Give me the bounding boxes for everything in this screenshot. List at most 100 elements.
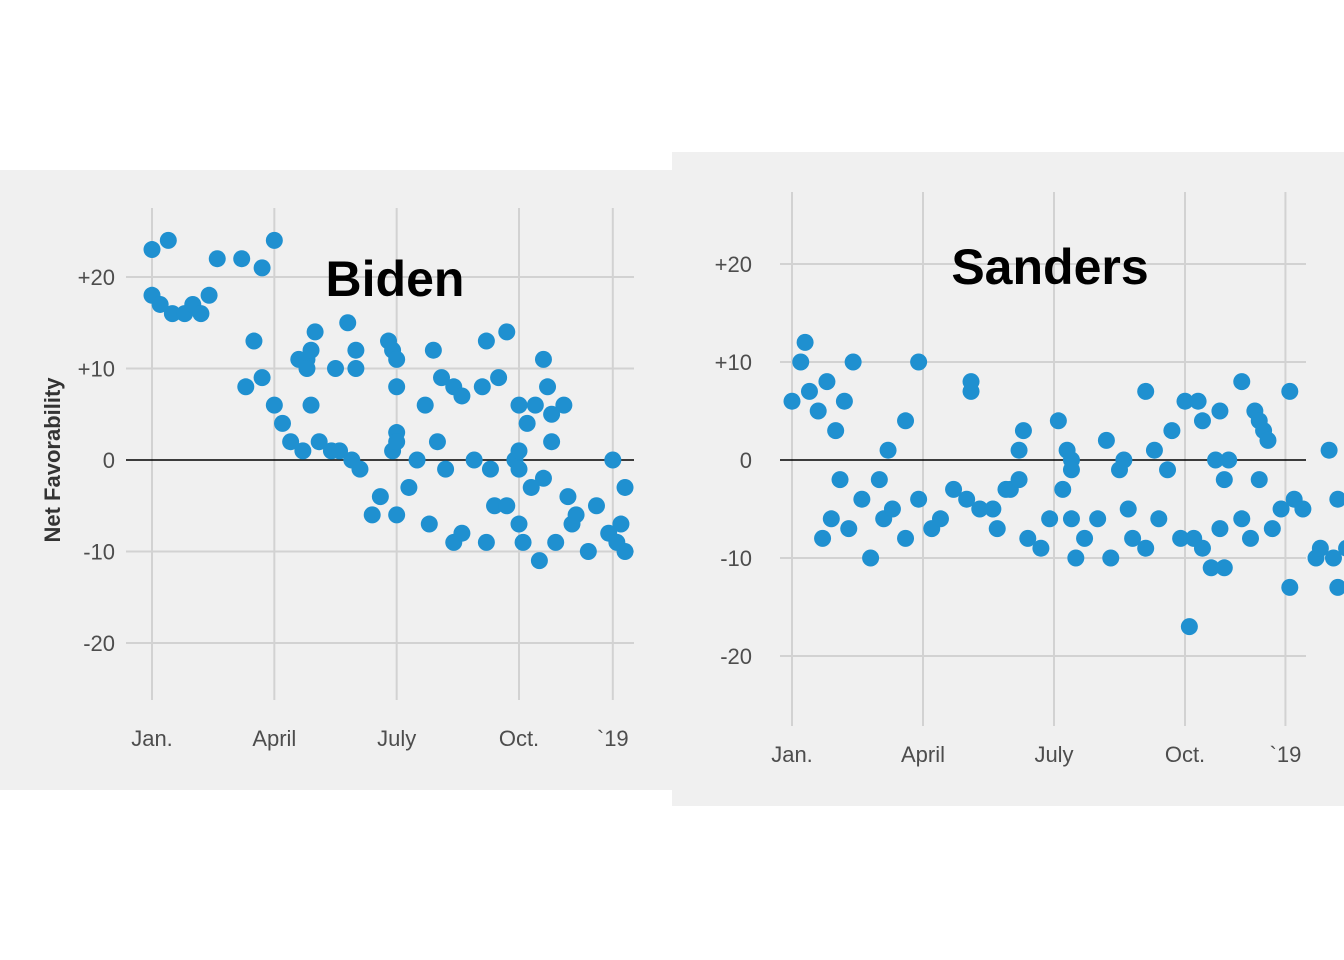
sanders-panel: +20 +10 0 -10 -20 Jan. April July Oct. `19 Sander… bbox=[672, 152, 1344, 806]
data-point bbox=[511, 461, 528, 478]
data-point bbox=[910, 491, 927, 508]
x-tick-label: July bbox=[1034, 742, 1073, 767]
sanders-points bbox=[784, 334, 1344, 635]
data-point bbox=[466, 452, 483, 469]
data-point bbox=[417, 397, 434, 414]
x-tick-label: Jan. bbox=[131, 726, 173, 751]
data-point bbox=[498, 323, 515, 340]
data-point bbox=[810, 403, 827, 420]
data-point bbox=[364, 506, 381, 523]
data-point bbox=[814, 530, 831, 547]
data-point bbox=[409, 452, 426, 469]
biden-panel: +20 +10 0 -10 -20 Jan. April July Oct. `19 Biden … bbox=[0, 170, 672, 790]
data-point bbox=[1076, 530, 1093, 547]
data-point bbox=[201, 287, 218, 304]
data-point bbox=[932, 510, 949, 527]
data-point bbox=[209, 250, 226, 267]
data-point bbox=[327, 360, 344, 377]
y-tick-label: -10 bbox=[83, 540, 115, 565]
data-point bbox=[1233, 373, 1250, 390]
y-tick-label: +20 bbox=[78, 265, 115, 290]
data-point bbox=[1032, 540, 1049, 557]
data-point bbox=[897, 530, 914, 547]
data-point bbox=[1015, 422, 1032, 439]
data-point bbox=[1137, 540, 1154, 557]
y-tick-label: -20 bbox=[83, 631, 115, 656]
data-point bbox=[298, 360, 315, 377]
biden-y-axis-label: Net Favorability bbox=[40, 377, 65, 543]
data-point bbox=[1098, 432, 1115, 449]
data-point bbox=[617, 479, 634, 496]
data-point bbox=[818, 373, 835, 390]
data-point bbox=[1089, 510, 1106, 527]
data-point bbox=[1115, 452, 1132, 469]
x-tick-label: April bbox=[252, 726, 296, 751]
data-point bbox=[478, 534, 495, 551]
data-point bbox=[254, 369, 271, 386]
x-tick-label: Oct. bbox=[499, 726, 539, 751]
data-point bbox=[233, 250, 250, 267]
sanders-chart: +20 +10 0 -10 -20 Jan. April July Oct. `19 Sander… bbox=[672, 152, 1344, 806]
sanders-title: Sanders bbox=[951, 239, 1148, 295]
x-tick-label: July bbox=[377, 726, 416, 751]
data-point bbox=[453, 387, 470, 404]
data-point bbox=[274, 415, 291, 432]
data-point bbox=[254, 259, 271, 276]
data-point bbox=[555, 397, 572, 414]
data-point bbox=[531, 552, 548, 569]
data-point bbox=[1329, 491, 1344, 508]
data-point bbox=[1146, 442, 1163, 459]
x-tick-label: Jan. bbox=[771, 742, 813, 767]
data-point bbox=[347, 342, 364, 359]
data-point bbox=[1163, 422, 1180, 439]
data-point bbox=[1054, 481, 1071, 498]
data-point bbox=[347, 360, 364, 377]
data-point bbox=[490, 369, 507, 386]
data-point bbox=[511, 442, 528, 459]
data-point bbox=[1011, 442, 1028, 459]
biden-title: Biden bbox=[326, 251, 465, 307]
data-point bbox=[1011, 471, 1028, 488]
data-point bbox=[871, 471, 888, 488]
data-point bbox=[1216, 559, 1233, 576]
data-point bbox=[617, 543, 634, 560]
data-point bbox=[1251, 471, 1268, 488]
data-point bbox=[1120, 501, 1137, 518]
data-point bbox=[984, 501, 1001, 518]
data-point bbox=[1281, 579, 1298, 596]
data-point bbox=[1181, 618, 1198, 635]
data-point bbox=[437, 461, 454, 478]
data-point bbox=[1102, 550, 1119, 567]
y-tick-label: +10 bbox=[715, 350, 752, 375]
data-point bbox=[836, 393, 853, 410]
data-point bbox=[425, 342, 442, 359]
data-point bbox=[612, 516, 629, 533]
data-point bbox=[453, 525, 470, 542]
data-point bbox=[840, 520, 857, 537]
data-point bbox=[588, 497, 605, 514]
data-point bbox=[519, 415, 536, 432]
data-point bbox=[784, 393, 801, 410]
data-point bbox=[543, 433, 560, 450]
data-point bbox=[884, 501, 901, 518]
data-point bbox=[245, 333, 262, 350]
data-point bbox=[897, 412, 914, 429]
data-point bbox=[1063, 510, 1080, 527]
data-point bbox=[823, 510, 840, 527]
data-point bbox=[1321, 442, 1338, 459]
y-tick-label: 0 bbox=[740, 448, 752, 473]
data-point bbox=[372, 488, 389, 505]
biden-tick-labels: +20 +10 0 -10 -20 Jan. April July Oct. `19 bbox=[78, 265, 629, 751]
sanders-tick-labels: +20+100-10-20Jan. April July Oct. `19 bbox=[715, 252, 1302, 767]
data-point bbox=[192, 305, 209, 322]
data-point bbox=[303, 342, 320, 359]
data-point bbox=[963, 373, 980, 390]
data-point bbox=[351, 461, 368, 478]
y-tick-label: -10 bbox=[720, 546, 752, 571]
data-point bbox=[1233, 510, 1250, 527]
data-point bbox=[511, 397, 528, 414]
x-tick-label: Oct. bbox=[1165, 742, 1205, 767]
data-point bbox=[853, 491, 870, 508]
data-point bbox=[1194, 412, 1211, 429]
